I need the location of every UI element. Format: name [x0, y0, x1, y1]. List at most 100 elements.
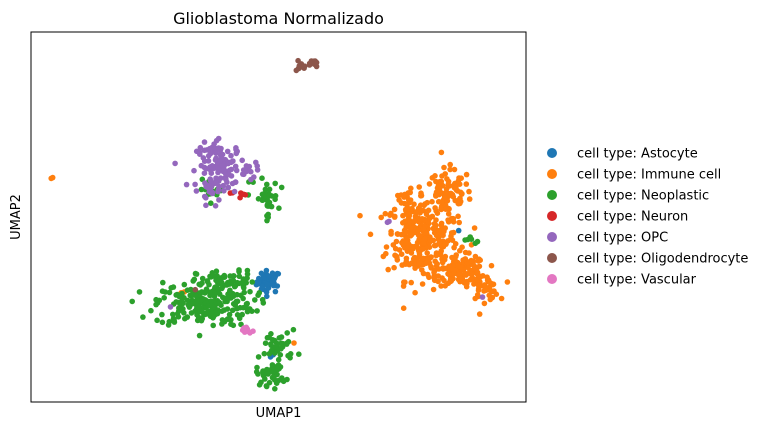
data-point — [208, 274, 214, 280]
data-point — [401, 200, 408, 207]
data-point — [411, 243, 418, 250]
data-point — [208, 170, 215, 176]
data-point — [415, 227, 422, 234]
data-point — [232, 283, 239, 289]
data-point — [241, 285, 247, 291]
data-point — [403, 255, 410, 262]
data-point — [436, 227, 442, 234]
data-point — [284, 376, 290, 383]
data-point — [272, 196, 278, 203]
data-point — [488, 262, 495, 269]
data-point — [233, 298, 239, 305]
data-point — [136, 289, 143, 295]
data-point — [444, 198, 451, 204]
legend-label: cell type: OPC — [577, 231, 668, 246]
data-point — [420, 246, 426, 252]
data-point — [418, 193, 424, 199]
data-point — [182, 315, 188, 322]
data-point — [442, 283, 449, 289]
data-point — [203, 166, 210, 172]
data-point — [471, 225, 478, 231]
data-point — [221, 188, 227, 194]
legend-marker — [547, 169, 557, 179]
data-point — [462, 237, 468, 243]
data-point — [275, 271, 282, 277]
data-point — [283, 341, 290, 347]
data-point — [441, 277, 447, 284]
data-point — [268, 203, 275, 210]
data-point — [467, 234, 474, 240]
data-point — [209, 190, 216, 197]
data-point — [180, 306, 186, 312]
data-point — [383, 244, 390, 250]
data-point — [445, 211, 452, 217]
data-point — [466, 188, 472, 195]
data-point — [406, 206, 413, 212]
data-point — [419, 281, 426, 287]
data-point — [225, 171, 232, 178]
data-point — [408, 185, 414, 192]
data-point — [242, 329, 249, 335]
data-point — [400, 305, 407, 312]
data-point — [451, 270, 458, 277]
data-point — [442, 265, 448, 272]
data-point — [486, 292, 493, 299]
data-point — [443, 186, 450, 192]
data-point — [390, 242, 397, 248]
data-point — [240, 276, 247, 282]
data-point — [249, 279, 255, 285]
data-point — [278, 184, 285, 191]
legend-label: cell type: Astocyte — [577, 147, 698, 162]
data-point — [269, 362, 276, 368]
data-point — [206, 183, 213, 190]
data-point — [262, 340, 269, 347]
data-point — [201, 139, 208, 145]
data-point — [401, 194, 407, 200]
data-point — [237, 313, 243, 319]
data-point — [406, 200, 412, 206]
data-point — [474, 269, 481, 276]
data-point — [427, 236, 434, 243]
data-point — [197, 149, 203, 156]
data-point — [176, 308, 182, 314]
data-point — [272, 288, 279, 295]
data-point — [432, 205, 438, 211]
data-point — [450, 194, 457, 200]
data-point — [265, 214, 272, 221]
data-point — [438, 283, 444, 289]
data-point — [248, 168, 254, 175]
data-point — [167, 304, 174, 310]
series-0 — [253, 227, 462, 360]
x-axis-label: UMAP1 — [256, 406, 302, 421]
data-point — [192, 181, 198, 188]
data-point — [192, 286, 199, 293]
data-point — [220, 182, 226, 189]
data-point — [223, 176, 229, 183]
legend-marker — [547, 232, 557, 242]
data-point — [453, 252, 460, 258]
data-point — [504, 279, 511, 285]
data-point — [213, 268, 220, 275]
data-point — [166, 289, 173, 296]
plot-frame — [30, 31, 527, 403]
data-point — [275, 356, 282, 363]
data-point — [213, 180, 219, 186]
data-point — [234, 305, 240, 312]
data-point — [402, 229, 409, 236]
data-point — [165, 322, 172, 328]
data-point — [459, 244, 465, 250]
data-point — [424, 250, 431, 256]
data-point — [262, 376, 268, 382]
data-point — [218, 279, 225, 286]
data-point — [222, 298, 228, 305]
series-6 — [239, 324, 256, 336]
series-2 — [129, 175, 481, 392]
data-point — [435, 182, 442, 189]
data-point — [271, 377, 278, 383]
data-point — [398, 251, 405, 257]
data-point — [259, 296, 266, 303]
data-point — [481, 300, 488, 307]
legend-marker — [547, 148, 557, 158]
data-point — [269, 270, 276, 277]
data-point — [396, 197, 402, 203]
